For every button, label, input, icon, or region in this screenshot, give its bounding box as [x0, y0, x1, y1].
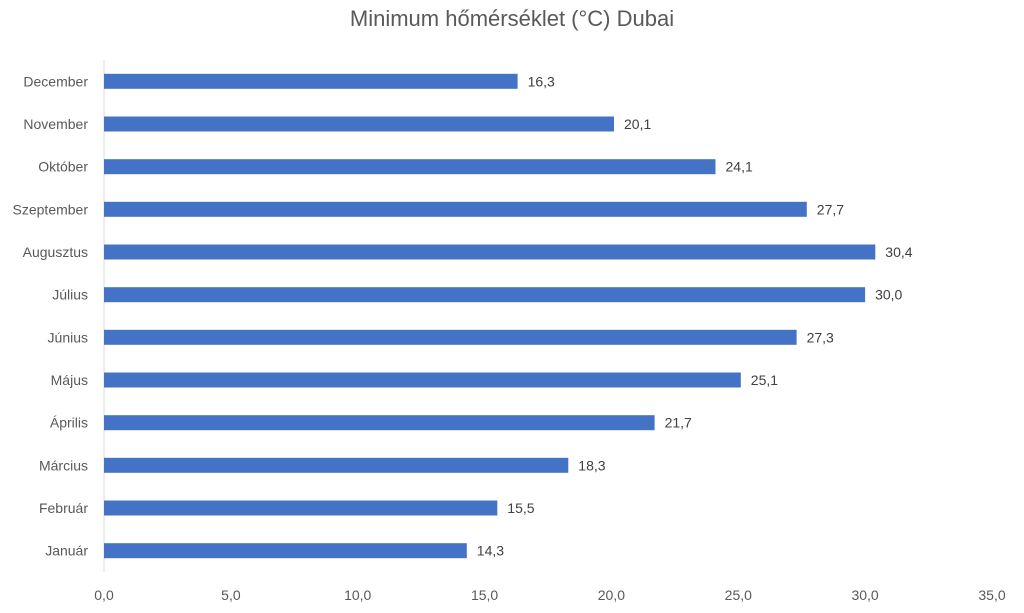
bar-0	[104, 543, 467, 559]
bar-2	[104, 457, 569, 473]
category-label-1: Február	[39, 500, 88, 516]
bar-6	[104, 287, 866, 303]
data-label-8: 27,7	[817, 201, 844, 217]
x-tick-label-5: 25,0	[725, 587, 752, 603]
data-label-2: 18,3	[578, 457, 605, 473]
x-tick-label-1: 5,0	[221, 587, 241, 603]
data-label-9: 24,1	[726, 159, 753, 175]
category-label-0: Január	[45, 543, 88, 559]
data-label-0: 14,3	[477, 543, 504, 559]
data-label-11: 16,3	[528, 73, 555, 89]
category-label-7: Augusztus	[23, 244, 88, 260]
category-label-5: Június	[48, 329, 88, 345]
category-label-10: November	[23, 116, 88, 132]
category-label-11: December	[23, 73, 88, 89]
x-tick-label-6: 30,0	[851, 587, 878, 603]
category-label-3: Április	[50, 415, 88, 431]
data-label-4: 25,1	[751, 372, 778, 388]
x-tick-label-3: 15,0	[471, 587, 498, 603]
chart-title: Minimum hőmérséklet (°C) Dubai	[349, 6, 675, 31]
bar-5	[104, 329, 797, 345]
bar-4	[104, 372, 741, 388]
category-label-8: Szeptember	[13, 201, 89, 217]
bar-9	[104, 159, 716, 175]
category-label-9: Október	[38, 159, 88, 175]
data-label-10: 20,1	[624, 116, 651, 132]
bar-3	[104, 415, 655, 431]
bar-11	[104, 73, 518, 89]
x-tick-label-7: 35,0	[978, 587, 1005, 603]
bar-7	[104, 244, 876, 260]
x-tick-label-2: 10,0	[344, 587, 371, 603]
category-label-4: Május	[51, 372, 88, 388]
bar-10	[104, 116, 614, 132]
bar-1	[104, 500, 498, 516]
x-tick-label-4: 20,0	[598, 587, 625, 603]
category-label-2: Március	[39, 457, 88, 473]
x-tick-label-0: 0,0	[94, 587, 114, 603]
data-label-3: 21,7	[665, 415, 692, 431]
data-label-5: 27,3	[807, 329, 834, 345]
bar-8	[104, 201, 807, 217]
category-label-6: Július	[52, 287, 88, 303]
data-label-7: 30,4	[885, 244, 912, 260]
data-label-6: 30,0	[875, 287, 902, 303]
data-label-1: 15,5	[507, 500, 534, 516]
